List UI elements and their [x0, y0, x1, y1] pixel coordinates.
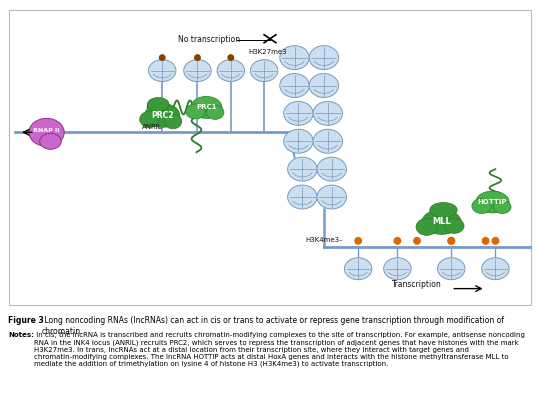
Text: RNAP II: RNAP II — [33, 128, 60, 133]
Ellipse shape — [164, 114, 182, 129]
Ellipse shape — [384, 258, 411, 280]
Ellipse shape — [444, 219, 464, 233]
Text: PRC2: PRC2 — [151, 111, 173, 120]
Ellipse shape — [29, 118, 64, 146]
Text: PRC1: PRC1 — [196, 105, 217, 110]
Ellipse shape — [437, 258, 465, 280]
Text: No transcription: No transcription — [178, 35, 240, 44]
Text: MLL: MLL — [432, 217, 451, 226]
Ellipse shape — [284, 101, 313, 125]
Ellipse shape — [217, 60, 245, 81]
Circle shape — [491, 237, 500, 245]
Ellipse shape — [284, 129, 313, 153]
Circle shape — [354, 237, 362, 245]
Ellipse shape — [317, 157, 347, 181]
Circle shape — [447, 237, 455, 245]
Ellipse shape — [317, 185, 347, 209]
Circle shape — [482, 237, 490, 245]
Ellipse shape — [482, 258, 509, 280]
Text: H3K27me3: H3K27me3 — [248, 49, 287, 55]
Ellipse shape — [288, 157, 317, 181]
Ellipse shape — [251, 60, 278, 81]
Ellipse shape — [345, 258, 372, 280]
Text: Long noncoding RNAs (lncRNAs) can act in cis or trans to activate or repress gen: Long noncoding RNAs (lncRNAs) can act in… — [42, 316, 504, 336]
Ellipse shape — [280, 73, 309, 97]
Circle shape — [394, 237, 401, 245]
Ellipse shape — [184, 60, 211, 81]
Ellipse shape — [422, 209, 461, 234]
Circle shape — [227, 54, 234, 61]
Circle shape — [413, 237, 421, 245]
Ellipse shape — [309, 73, 339, 97]
Ellipse shape — [309, 46, 339, 70]
Ellipse shape — [416, 219, 437, 235]
Ellipse shape — [476, 191, 509, 213]
Text: Transcription: Transcription — [392, 280, 442, 289]
Text: ANRIL: ANRIL — [142, 124, 163, 130]
Ellipse shape — [313, 101, 342, 125]
Ellipse shape — [288, 185, 317, 209]
Ellipse shape — [140, 111, 159, 127]
Ellipse shape — [186, 104, 205, 119]
Circle shape — [159, 54, 166, 61]
Ellipse shape — [145, 103, 180, 127]
Circle shape — [194, 54, 201, 61]
Text: In cis, the lncRNA is transcribed and recruits chromatin-modifying complexes to : In cis, the lncRNA is transcribed and re… — [34, 332, 525, 367]
Ellipse shape — [280, 46, 309, 70]
Ellipse shape — [430, 202, 457, 217]
Text: H3K4me3–: H3K4me3– — [306, 237, 343, 243]
Ellipse shape — [40, 133, 61, 149]
Ellipse shape — [147, 97, 169, 111]
Ellipse shape — [313, 129, 342, 153]
Circle shape — [447, 237, 455, 245]
Text: HOTTIP: HOTTIP — [478, 199, 507, 205]
Text: Notes:: Notes: — [8, 332, 34, 338]
Ellipse shape — [472, 198, 491, 213]
Ellipse shape — [206, 105, 224, 119]
Ellipse shape — [494, 200, 511, 213]
Ellipse shape — [191, 96, 222, 118]
Ellipse shape — [148, 60, 176, 81]
Text: Figure 3: Figure 3 — [8, 316, 44, 325]
